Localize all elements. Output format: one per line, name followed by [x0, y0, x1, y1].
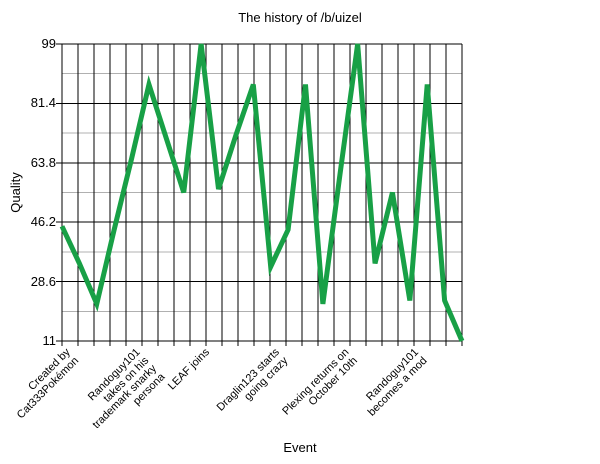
y-tick-label: 28.6 [30, 273, 56, 289]
y-tick-label: 46.2 [30, 214, 56, 230]
quality-line [59, 43, 465, 342]
x-axis-title: Event [283, 440, 317, 455]
y-tick-label: 81.4 [30, 95, 56, 111]
y-tick-label: 11 [42, 333, 57, 348]
y-tick-label: 63.8 [30, 154, 56, 170]
chart-title: The history of /b/uizel [238, 10, 362, 25]
y-tick-label: 99 [41, 36, 56, 51]
